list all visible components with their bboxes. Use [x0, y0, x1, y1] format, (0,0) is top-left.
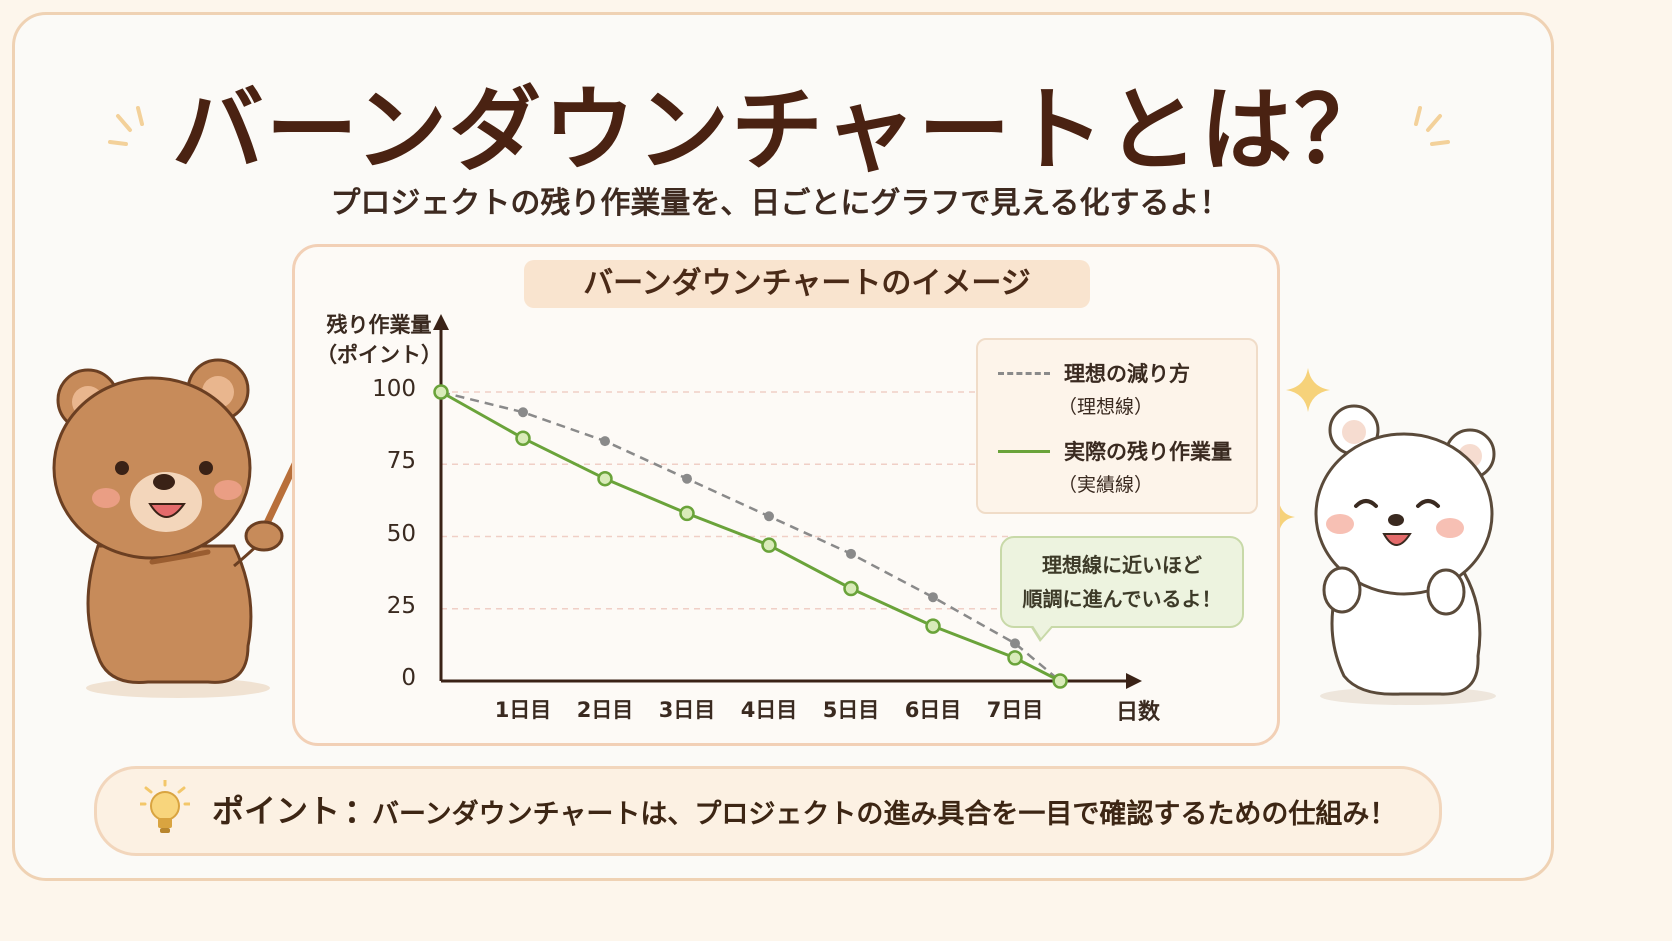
- ideal-point-1: [518, 407, 528, 418]
- legend-ideal-swatch: [998, 372, 1050, 375]
- sparkle-left-icon: [108, 106, 144, 146]
- legend-ideal-sublabel: （理想線）: [1058, 396, 1154, 418]
- x-tick-label: 4日目: [740, 698, 798, 722]
- y-axis-arrow: [433, 314, 449, 330]
- page-subtitle: プロジェクトの残り作業量を、日ごとにグラフで見える化するよ！: [330, 186, 1230, 221]
- ideal-point-3: [682, 473, 692, 484]
- ideal-point-7: [1010, 638, 1020, 649]
- legend-actual-sublabel: （実績線）: [1058, 474, 1154, 496]
- tip-bubble: 理想線に近いほど 順調に進んでいるよ！: [1000, 536, 1244, 628]
- y-tick-label: 75: [386, 448, 416, 475]
- x-axis-label: 日数: [1116, 700, 1161, 725]
- x-tick-label: 5日目: [822, 698, 880, 722]
- y-tick-label: 50: [386, 520, 416, 547]
- x-tick-label: 3日目: [658, 698, 716, 722]
- point-colon: ：: [344, 792, 377, 830]
- actual-point-8: [1052, 673, 1068, 689]
- y-tick-label: 0: [401, 665, 416, 691]
- actual-point-2: [597, 470, 613, 487]
- white-bear-illustration: [1314, 404, 1496, 705]
- tip-bubble-tail-inner: [1032, 624, 1053, 638]
- legend-actual-swatch: [998, 450, 1050, 453]
- tip-line-1: 理想線に近いほど: [1042, 553, 1202, 577]
- chart-legend: 理想の減り方 （理想線） 実際の残り作業量 （実績線）: [976, 338, 1258, 514]
- legend-ideal-label: 理想の減り方: [1064, 362, 1190, 386]
- y-axis-label: 残り作業量 （ポイント）: [316, 310, 442, 370]
- ideal-point-5: [846, 548, 856, 559]
- chart-caption: バーンダウンチャートのイメージ: [524, 260, 1090, 308]
- brown-bear-illustration: [52, 358, 320, 698]
- page-title: バーンダウンチャートとは？: [171, 77, 1389, 184]
- actual-point-6: [925, 618, 941, 634]
- point-banner: [94, 766, 1442, 856]
- actual-point-5: [843, 580, 859, 597]
- x-axis-arrow: [1126, 673, 1142, 689]
- y-axis-label-line2: （ポイント）: [316, 343, 442, 367]
- point-label: ポイント: [212, 792, 341, 830]
- y-tick-label: 25: [386, 592, 416, 619]
- actual-point-3: [679, 505, 695, 522]
- x-tick-label: 1日目: [494, 698, 552, 722]
- tip-line-2: 順調に進んでいるよ！: [1022, 587, 1222, 611]
- actual-point-1: [515, 430, 531, 446]
- ideal-point-6: [928, 592, 938, 603]
- sparkle-right-icon: [1414, 106, 1450, 146]
- actual-point-4: [761, 537, 777, 553]
- x-tick-label: 7日目: [986, 698, 1044, 722]
- actual-point-7: [1007, 650, 1023, 666]
- y-axis-label-line1: 残り作業量: [326, 313, 432, 337]
- x-tick-label: 2日目: [576, 698, 634, 722]
- lightbulb-icon: [140, 780, 190, 833]
- x-tick-label: 6日目: [904, 698, 962, 722]
- ideal-point-4: [764, 511, 774, 522]
- legend-actual-label: 実際の残り作業量: [1064, 440, 1232, 464]
- actual-point-0: [433, 384, 449, 400]
- sparkle-star-icon: [1286, 368, 1330, 412]
- point-text: バーンダウンチャートは、プロジェクトの進み具合を一目で確認するための仕組み！: [372, 799, 1397, 830]
- ideal-point-2: [600, 436, 610, 447]
- y-tick-label: 100: [372, 376, 416, 402]
